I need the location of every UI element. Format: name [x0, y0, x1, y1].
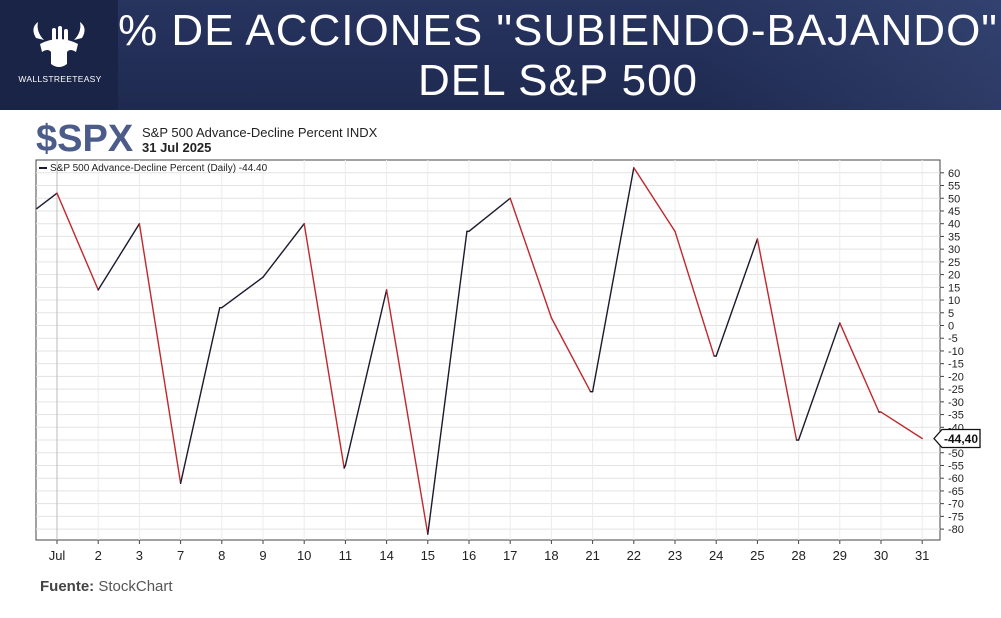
y-tick-label: 30	[948, 244, 960, 256]
x-tick-label: Jul	[49, 548, 66, 563]
y-tick-label: -20	[948, 371, 964, 383]
y-tick-label: -10	[948, 346, 964, 358]
y-tick-label: -25	[948, 384, 964, 396]
series-segment-down	[303, 222, 345, 469]
x-tick-label: 17	[503, 548, 517, 563]
y-tick-label: 40	[948, 219, 960, 231]
x-tick-label: 31	[915, 548, 929, 563]
source-label: Fuente:	[40, 578, 95, 595]
y-tick-label: -75	[948, 511, 964, 523]
x-tick-label: 30	[874, 548, 888, 563]
x-tick-label: 3	[136, 548, 143, 563]
y-tick-label: 50	[948, 193, 960, 205]
series-segment-down	[633, 167, 676, 233]
x-tick-label: 22	[627, 548, 641, 563]
header-banner: WALLSTREETEASY % DE ACCIONES "SUBIENDO-B…	[0, 0, 1001, 110]
x-tick-label: 7	[177, 548, 184, 563]
y-tick-label: 0	[948, 321, 954, 333]
x-tick-label: 14	[379, 548, 393, 563]
series-lines	[36, 167, 923, 535]
series-segment-up	[221, 276, 264, 309]
series-segment-up	[715, 238, 759, 357]
y-tick-label: 45	[948, 206, 960, 218]
y-tick-label: 5	[948, 308, 954, 320]
x-tick-label: 8	[218, 548, 225, 563]
y-tick-label: 25	[948, 257, 960, 269]
x-tick-label: 10	[297, 548, 311, 563]
y-tick-label: 10	[948, 295, 960, 307]
series-segment-down	[550, 317, 592, 393]
series-segment-up	[797, 322, 841, 441]
series-segment-down	[674, 230, 715, 357]
series-segment-down	[880, 411, 923, 440]
x-tick-label: 24	[709, 548, 723, 563]
headline-line2: DEL S&P 500	[417, 56, 699, 105]
y-tick-label: -70	[948, 499, 964, 511]
y-tick-label: -50	[948, 448, 964, 460]
x-axis: Jul 2 3 7 8 9 10 11 14 15 16 17 18 21 22 23 24 25 28 29 30 31	[49, 540, 929, 563]
x-tick-label: 25	[750, 548, 764, 563]
last-value-marker: -44,40	[933, 428, 981, 449]
y-tick-label: 20	[948, 270, 960, 282]
x-tick-label: 28	[791, 548, 805, 563]
series-segment-up	[591, 167, 635, 393]
y-tick-label: 35	[948, 231, 960, 243]
x-tick-label: 16	[462, 548, 476, 563]
y-tick-label: -55	[948, 460, 964, 472]
y-tick-label: -60	[948, 473, 964, 485]
plot-area	[35, 159, 941, 541]
series-segment-down	[56, 192, 99, 291]
y-axis: 605550454035302520151050-5-10-15-20-25-3…	[940, 168, 964, 536]
source-line: Fuente: StockChart	[40, 578, 173, 595]
series-segment-up	[97, 222, 141, 291]
series-segment-down	[756, 238, 798, 441]
headline: % DE ACCIONES "SUBIENDO-BAJANDO" DEL S&P…	[118, 6, 998, 106]
x-tick-label: 15	[421, 548, 435, 563]
series-segment-up	[179, 306, 221, 484]
x-tick-label: 9	[259, 548, 266, 563]
x-tick-label: 23	[668, 548, 682, 563]
x-tick-label: 11	[339, 548, 353, 563]
legend-label: S&P 500 Advance-Decline Percent (Daily) …	[50, 163, 268, 174]
chart-date: 31 Jul 2025	[142, 140, 212, 155]
series-segment-down	[839, 322, 880, 413]
series-segment-up	[344, 289, 388, 467]
x-tick-label: 29	[833, 548, 847, 563]
series-segment-down	[138, 222, 182, 484]
headline-line1: % DE ACCIONES "SUBIENDO-BAJANDO"	[118, 6, 998, 55]
bull-hand-icon	[33, 22, 85, 67]
y-tick-label: -30	[948, 397, 964, 409]
y-tick-label: -15	[948, 359, 964, 371]
y-tick-label: -5	[948, 333, 958, 345]
source-value: StockChart	[98, 578, 173, 595]
y-tick-label: 60	[948, 168, 960, 180]
y-tick-label: -35	[948, 410, 964, 422]
ticker-symbol: $SPX	[36, 118, 134, 160]
logo-text: WALLSTREETEASY	[18, 74, 102, 84]
y-tick-label: -80	[948, 524, 964, 536]
series-segment-up	[36, 192, 58, 210]
series-segment-up	[468, 197, 511, 233]
series-segment-down	[509, 197, 553, 319]
series-segment-up	[427, 230, 468, 535]
logo: WALLSTREETEASY	[0, 0, 118, 110]
chart-title: S&P 500 Advance-Decline Percent INDX	[142, 125, 378, 140]
x-tick-label: 21	[585, 548, 599, 563]
y-tick-label: 15	[948, 282, 960, 294]
series-segment-down	[385, 289, 429, 535]
last-value-box	[933, 428, 981, 449]
y-tick-label: 55	[948, 181, 960, 193]
x-tick-label: 2	[95, 548, 102, 563]
series-segment-up	[262, 222, 305, 278]
last-value-label: -44,40	[944, 432, 978, 446]
x-tick-label: 18	[544, 548, 558, 563]
banner-shade	[701, 0, 1001, 110]
y-tick-label: -65	[948, 486, 964, 498]
